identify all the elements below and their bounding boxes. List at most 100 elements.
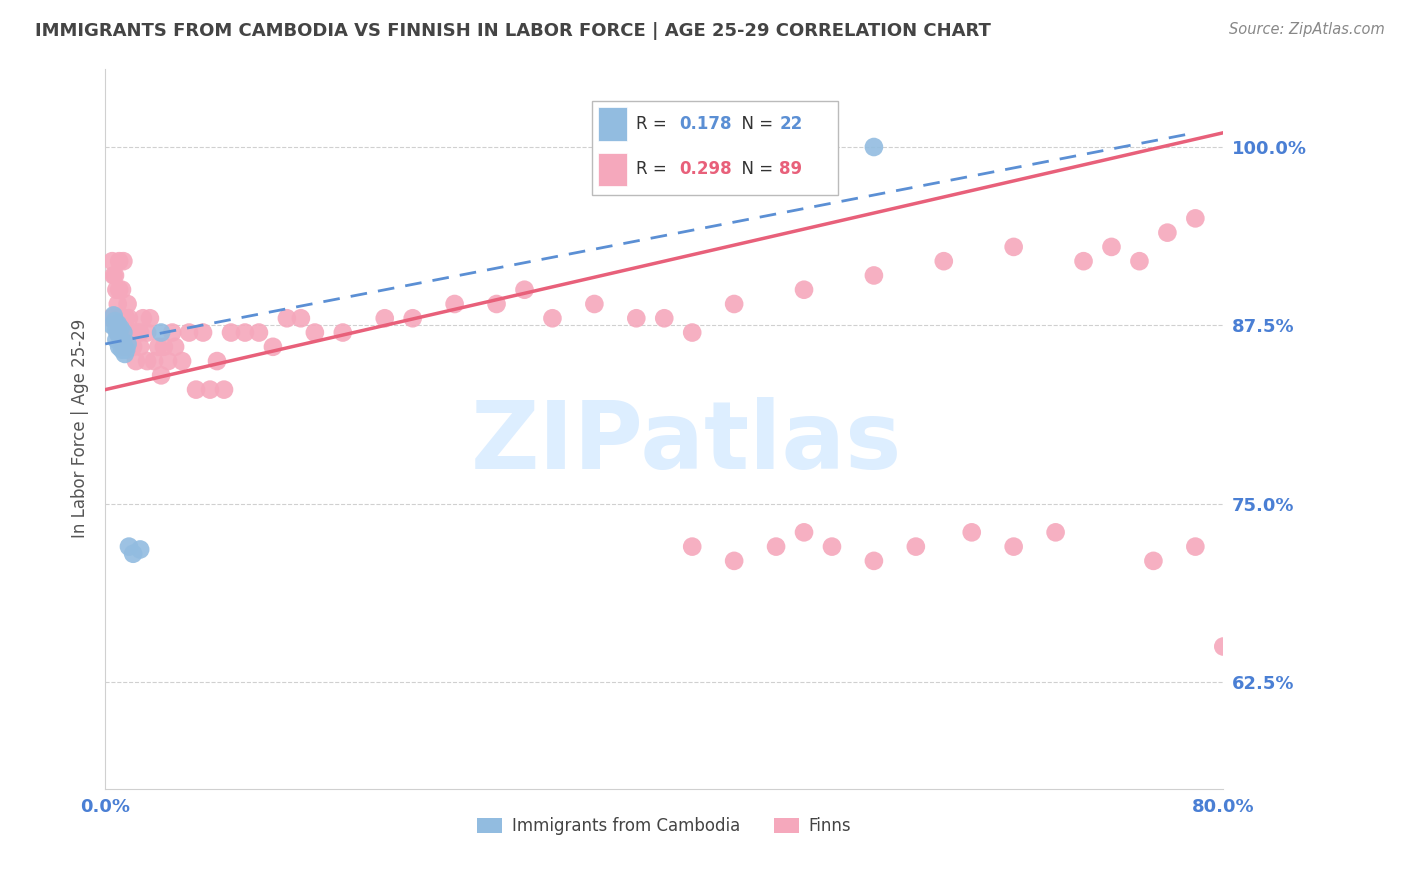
Point	[112, 340, 135, 354]
Point	[153, 340, 176, 354]
FancyBboxPatch shape	[599, 107, 627, 141]
Point	[681, 326, 703, 340]
Point	[112, 254, 135, 268]
Point	[143, 354, 166, 368]
Point	[115, 343, 138, 357]
Point	[1073, 254, 1095, 268]
Point	[1240, 668, 1263, 682]
Point	[212, 383, 235, 397]
Y-axis label: In Labor Force | Age 25-29: In Labor Force | Age 25-29	[72, 319, 89, 539]
Text: N =: N =	[731, 115, 779, 133]
Point	[122, 340, 145, 354]
Point	[101, 254, 124, 268]
Text: 89: 89	[779, 161, 803, 178]
Point	[1045, 525, 1067, 540]
Point	[162, 326, 184, 340]
Point	[103, 268, 125, 283]
Point	[904, 540, 927, 554]
Text: 0.178: 0.178	[679, 115, 731, 133]
Point	[111, 343, 134, 357]
Point	[120, 326, 142, 340]
Point	[198, 383, 221, 397]
Point	[177, 326, 200, 340]
Point	[793, 283, 815, 297]
Point	[117, 337, 139, 351]
Point	[105, 333, 128, 347]
Text: ZIPatlas: ZIPatlas	[471, 397, 903, 490]
Point	[402, 311, 425, 326]
Point	[110, 311, 132, 326]
Point	[1002, 240, 1025, 254]
Point	[107, 326, 129, 340]
Point	[583, 297, 606, 311]
Point	[681, 540, 703, 554]
Point	[148, 340, 170, 354]
Point	[105, 323, 128, 337]
Text: 22: 22	[779, 115, 803, 133]
Point	[1184, 540, 1206, 554]
Point	[136, 354, 159, 368]
Point	[1002, 540, 1025, 554]
Point	[103, 309, 125, 323]
Point	[108, 283, 131, 297]
Point	[110, 321, 132, 335]
Point	[107, 297, 129, 311]
Point	[127, 326, 149, 340]
Text: Source: ZipAtlas.com: Source: ZipAtlas.com	[1229, 22, 1385, 37]
Point	[513, 283, 536, 297]
Point	[276, 311, 298, 326]
Point	[485, 297, 508, 311]
Point	[100, 311, 122, 326]
Point	[117, 297, 139, 311]
Text: IMMIGRANTS FROM CAMBODIA VS FINNISH IN LABOR FORCE | AGE 25-29 CORRELATION CHART: IMMIGRANTS FROM CAMBODIA VS FINNISH IN L…	[35, 22, 991, 40]
Point	[136, 326, 159, 340]
Point	[122, 326, 145, 340]
Point	[1184, 211, 1206, 226]
Point	[150, 326, 173, 340]
Point	[863, 268, 886, 283]
Point	[114, 326, 136, 340]
Point	[1101, 240, 1123, 254]
Point	[290, 311, 312, 326]
FancyBboxPatch shape	[592, 101, 838, 194]
Point	[723, 554, 745, 568]
Point	[157, 354, 180, 368]
Text: R =: R =	[637, 115, 672, 133]
Point	[184, 383, 207, 397]
Point	[115, 340, 138, 354]
Point	[150, 368, 173, 383]
FancyBboxPatch shape	[599, 153, 627, 186]
Point	[233, 326, 256, 340]
Point	[111, 311, 134, 326]
Point	[821, 540, 844, 554]
Point	[111, 334, 134, 348]
Point	[105, 311, 128, 326]
Point	[960, 525, 983, 540]
Point	[110, 326, 132, 340]
Point	[172, 354, 194, 368]
Point	[793, 525, 815, 540]
Point	[118, 311, 141, 326]
Text: 0.298: 0.298	[679, 161, 731, 178]
Point	[863, 554, 886, 568]
Point	[114, 347, 136, 361]
Point	[129, 542, 152, 557]
Point	[111, 283, 134, 297]
Point	[1212, 640, 1234, 654]
Point	[108, 340, 131, 354]
Point	[332, 326, 354, 340]
Point	[863, 140, 886, 154]
Text: N =: N =	[731, 161, 779, 178]
Point	[112, 337, 135, 351]
Point	[108, 254, 131, 268]
Point	[765, 540, 787, 554]
Point	[541, 311, 564, 326]
Text: R =: R =	[637, 161, 672, 178]
Point	[104, 314, 127, 328]
Point	[107, 317, 129, 331]
Point	[443, 297, 465, 311]
Point	[1128, 254, 1150, 268]
Point	[932, 254, 955, 268]
Point	[101, 318, 124, 333]
Point	[114, 311, 136, 326]
